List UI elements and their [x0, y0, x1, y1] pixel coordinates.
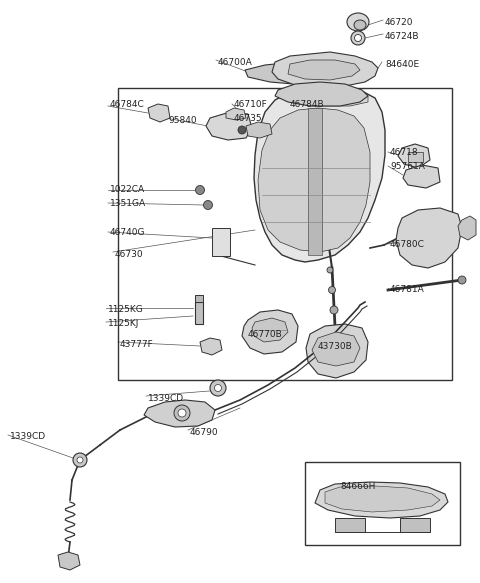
Text: 46718: 46718: [390, 148, 419, 157]
Polygon shape: [308, 108, 322, 255]
Text: 1125KG: 1125KG: [108, 305, 144, 314]
Ellipse shape: [347, 13, 369, 31]
Text: 95840: 95840: [168, 116, 197, 125]
Text: 43777F: 43777F: [120, 340, 154, 349]
Text: 46770B: 46770B: [248, 330, 283, 339]
Text: 46784B: 46784B: [290, 100, 324, 109]
Polygon shape: [252, 318, 288, 342]
Circle shape: [77, 457, 83, 463]
Polygon shape: [58, 552, 80, 570]
Circle shape: [215, 385, 221, 392]
Text: 43730B: 43730B: [318, 342, 353, 351]
Text: 46724B: 46724B: [385, 32, 420, 41]
Text: 46735: 46735: [234, 114, 263, 123]
Circle shape: [458, 276, 466, 284]
Circle shape: [195, 185, 204, 195]
Circle shape: [328, 286, 336, 293]
Text: 46700A: 46700A: [218, 58, 253, 67]
Polygon shape: [144, 400, 215, 427]
Text: 46780C: 46780C: [390, 240, 425, 249]
Polygon shape: [306, 324, 368, 378]
Polygon shape: [242, 310, 298, 354]
Circle shape: [330, 306, 338, 314]
Circle shape: [351, 31, 365, 45]
Text: 1125KJ: 1125KJ: [108, 319, 139, 328]
Bar: [305, 462, 460, 545]
Circle shape: [327, 267, 333, 273]
Bar: [195, 295, 203, 302]
Polygon shape: [275, 82, 368, 106]
Polygon shape: [254, 87, 385, 262]
Bar: [335, 518, 365, 532]
Bar: [400, 518, 430, 532]
Bar: [195, 302, 203, 324]
Circle shape: [178, 409, 186, 417]
Polygon shape: [396, 208, 462, 268]
Polygon shape: [315, 482, 448, 518]
Text: 46781A: 46781A: [390, 285, 425, 294]
Circle shape: [204, 201, 213, 209]
Text: 84666H: 84666H: [340, 482, 375, 491]
Text: 1022CA: 1022CA: [110, 185, 145, 194]
Polygon shape: [200, 338, 222, 355]
Bar: [118, 88, 452, 380]
Polygon shape: [458, 216, 476, 240]
Polygon shape: [272, 52, 378, 88]
Polygon shape: [325, 486, 440, 512]
Text: 1351GA: 1351GA: [110, 199, 146, 208]
Polygon shape: [312, 332, 360, 366]
Text: 46730: 46730: [115, 250, 144, 259]
Ellipse shape: [354, 20, 366, 30]
Circle shape: [210, 380, 226, 396]
Polygon shape: [258, 108, 370, 252]
Text: 46784C: 46784C: [110, 100, 145, 109]
Polygon shape: [398, 144, 430, 168]
Polygon shape: [288, 60, 360, 80]
Polygon shape: [246, 122, 272, 138]
Polygon shape: [206, 112, 252, 140]
Circle shape: [238, 126, 246, 134]
Text: 95761A: 95761A: [390, 162, 425, 171]
Circle shape: [73, 453, 87, 467]
Text: 1339CD: 1339CD: [10, 432, 46, 441]
Text: 46710F: 46710F: [234, 100, 268, 109]
Circle shape: [355, 34, 361, 41]
Bar: [212, 228, 230, 256]
Polygon shape: [245, 62, 375, 85]
Text: 1339CD: 1339CD: [148, 394, 184, 403]
Polygon shape: [226, 108, 246, 120]
Text: 84640E: 84640E: [385, 60, 419, 69]
Circle shape: [174, 405, 190, 421]
Text: 46720: 46720: [385, 18, 413, 27]
Bar: [408, 152, 423, 162]
Polygon shape: [148, 104, 170, 122]
Polygon shape: [295, 92, 368, 106]
Text: 46740G: 46740G: [110, 228, 145, 237]
Polygon shape: [403, 165, 440, 188]
Text: 46790: 46790: [190, 428, 218, 437]
